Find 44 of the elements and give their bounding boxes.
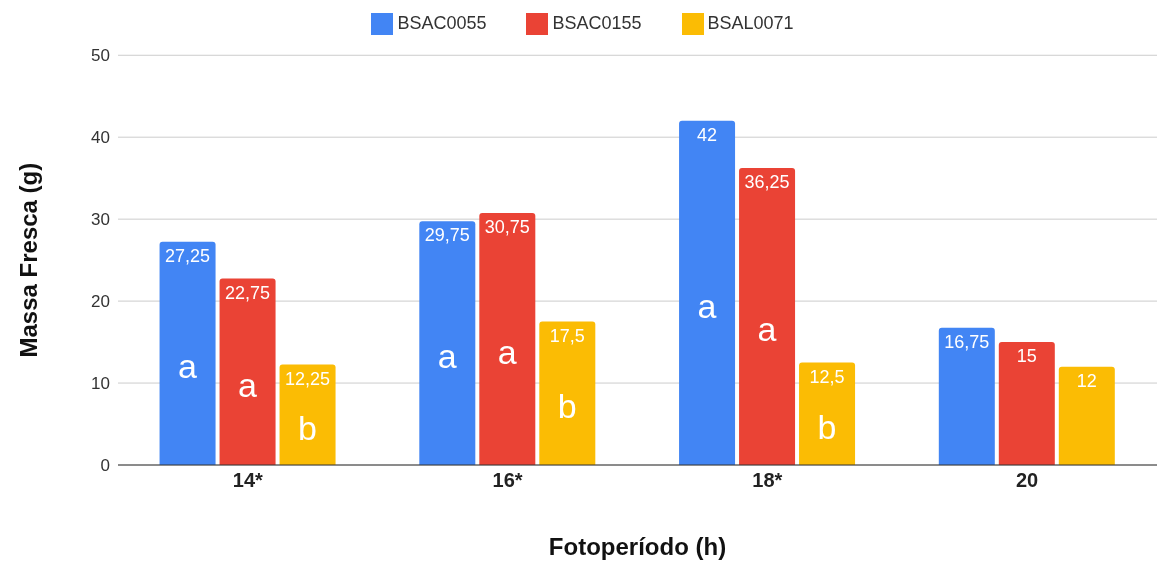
bar [679,120,736,465]
annotation: a [238,365,258,404]
data-label: 30,75 [484,217,530,237]
y-tick-label: 20 [91,292,110,312]
annotation: a [437,337,457,376]
annotation: a [178,347,198,386]
data-label: 42 [697,124,718,145]
bar [419,221,476,465]
data-label: 12 [1076,370,1097,391]
data-label: 36,25 [744,171,790,192]
annotation: b [298,408,318,447]
y-axis-title: Massa Fresca (g) [14,162,42,358]
bar [479,213,536,465]
annotation: b [817,407,837,446]
bar [998,342,1055,465]
data-label: 12,5 [809,366,845,387]
y-tick-label: 10 [91,374,110,394]
x-axis-title: Fotoperíodo (h) [548,533,727,560]
x-tick-label: 20 [1016,469,1039,492]
annotation: b [557,387,577,426]
x-tick-label: 16* [492,469,523,492]
data-label: 16,75 [944,331,990,352]
x-tick-label: 14* [232,469,264,492]
bar [159,241,216,465]
data-label: 17,5 [549,325,585,346]
y-tick-label: 30 [91,210,110,230]
annotation: a [757,310,777,349]
legend-label: BSAL0071 [707,13,794,33]
legend-label: BSAC0055 [397,13,487,33]
y-tick-label: 40 [91,128,110,148]
data-label: 29,75 [424,225,470,246]
annotation: a [697,286,717,325]
data-label: 15 [1016,346,1037,367]
bar [219,278,276,465]
y-tick-label: 50 [91,46,110,66]
data-label: 12,25 [285,368,331,389]
y-tick-label: 0 [100,456,110,476]
data-label: 22,75 [225,282,271,303]
x-tick-label: 18* [752,469,783,492]
bar [1058,366,1115,465]
legend-label: BSAC0155 [552,13,642,33]
data-label: 27,25 [165,245,211,266]
annotation: a [497,333,517,371]
bar [739,167,796,465]
